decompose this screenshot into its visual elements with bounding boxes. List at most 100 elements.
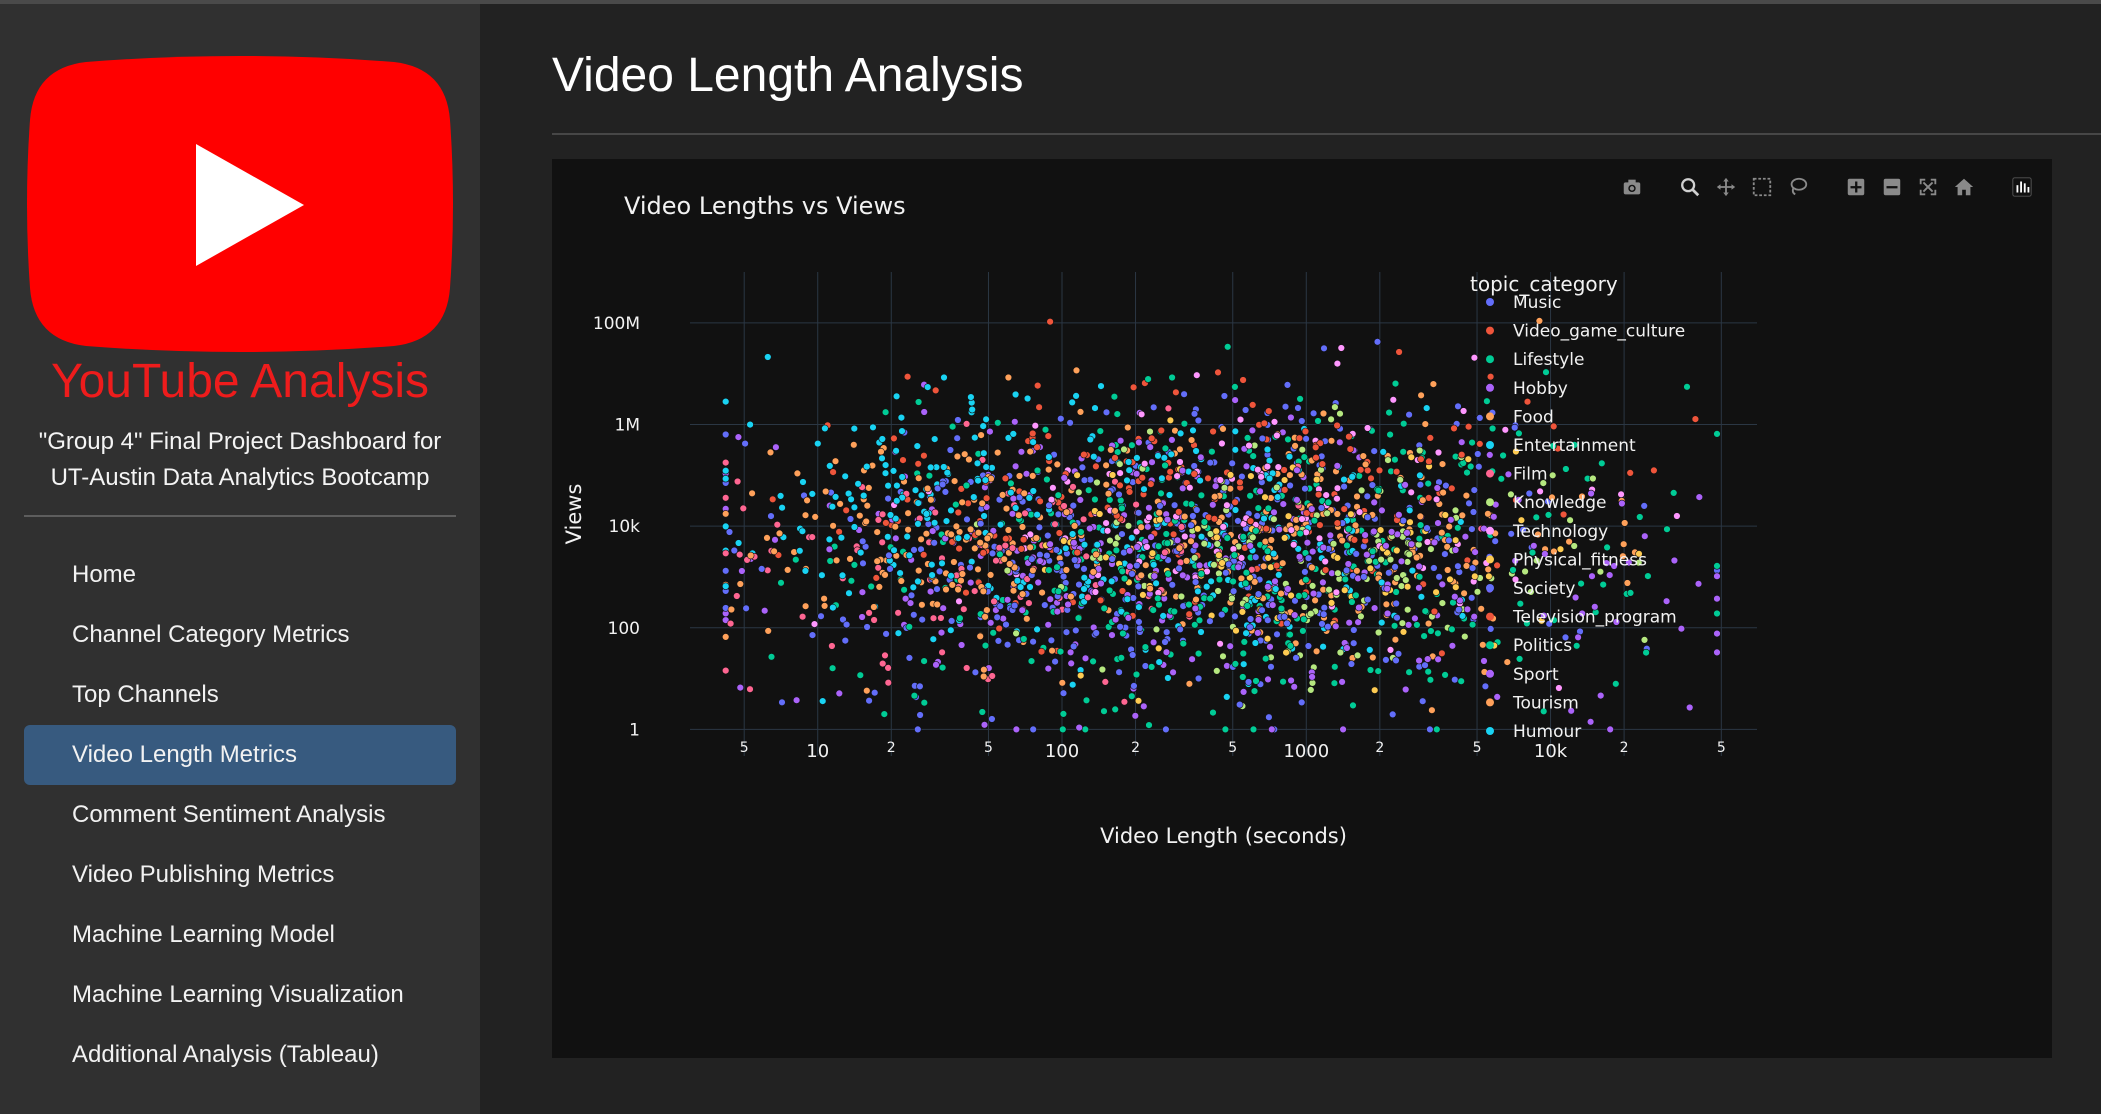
data-point[interactable]	[1192, 447, 1200, 455]
data-point[interactable]	[1032, 534, 1041, 542]
data-point[interactable]	[1141, 643, 1150, 651]
data-point[interactable]	[1100, 707, 1108, 715]
data-point[interactable]	[1118, 587, 1127, 595]
nav-item-comment-sentiment-analysis[interactable]: Comment Sentiment Analysis	[72, 801, 386, 828]
data-point[interactable]	[1405, 506, 1414, 514]
data-point[interactable]	[1589, 474, 1597, 483]
data-point[interactable]	[1197, 491, 1206, 499]
data-point[interactable]	[1389, 396, 1397, 404]
data-point[interactable]	[1163, 539, 1172, 547]
data-point[interactable]	[1713, 562, 1721, 570]
data-point[interactable]	[722, 458, 730, 467]
data-point[interactable]	[1333, 484, 1342, 492]
data-point[interactable]	[933, 585, 941, 593]
data-point[interactable]	[1124, 458, 1133, 466]
data-point[interactable]	[937, 628, 946, 637]
data-point[interactable]	[1231, 660, 1240, 668]
data-point[interactable]	[905, 551, 914, 560]
data-point[interactable]	[1111, 507, 1119, 515]
data-point[interactable]	[966, 525, 975, 534]
data-point[interactable]	[1415, 584, 1423, 592]
data-point[interactable]	[1257, 473, 1265, 481]
data-point[interactable]	[1527, 588, 1535, 596]
data-point[interactable]	[1128, 570, 1136, 578]
data-point[interactable]	[1137, 523, 1145, 531]
data-point[interactable]	[1438, 580, 1446, 589]
data-point[interactable]	[1507, 490, 1515, 499]
data-point[interactable]	[1402, 576, 1410, 584]
data-point[interactable]	[1111, 705, 1119, 714]
data-point[interactable]	[1421, 420, 1429, 428]
data-point[interactable]	[770, 547, 778, 555]
data-point[interactable]	[1206, 594, 1214, 603]
data-point[interactable]	[1138, 474, 1146, 482]
data-point[interactable]	[1023, 615, 1031, 623]
data-point[interactable]	[1166, 468, 1174, 476]
data-point[interactable]	[1020, 635, 1028, 643]
data-point[interactable]	[1231, 498, 1239, 506]
data-point[interactable]	[1077, 528, 1085, 536]
data-point[interactable]	[1231, 396, 1239, 404]
data-point[interactable]	[1303, 539, 1312, 547]
data-point[interactable]	[1366, 666, 1375, 674]
data-point[interactable]	[1359, 452, 1367, 460]
data-point[interactable]	[1243, 602, 1251, 610]
data-point[interactable]	[814, 439, 822, 448]
data-point[interactable]	[1080, 541, 1089, 549]
data-point[interactable]	[1396, 476, 1404, 484]
data-point[interactable]	[1226, 642, 1234, 650]
data-point[interactable]	[1463, 605, 1472, 613]
data-point[interactable]	[1111, 478, 1119, 486]
data-point[interactable]	[1268, 725, 1276, 734]
data-point[interactable]	[1504, 470, 1513, 478]
data-point[interactable]	[1125, 466, 1133, 474]
data-point[interactable]	[1194, 587, 1202, 595]
data-point[interactable]	[730, 546, 739, 555]
data-point[interactable]	[1448, 484, 1456, 493]
autoscale-icon[interactable]	[1914, 173, 1942, 201]
data-point[interactable]	[798, 613, 807, 621]
data-point[interactable]	[980, 449, 988, 457]
data-point[interactable]	[1605, 571, 1614, 579]
data-point[interactable]	[1413, 621, 1421, 629]
data-point[interactable]	[904, 526, 912, 534]
data-point[interactable]	[1266, 643, 1274, 651]
data-point[interactable]	[1033, 443, 1041, 451]
plotly-logo-icon[interactable]	[2008, 173, 2036, 201]
data-point[interactable]	[1246, 574, 1254, 582]
data-point[interactable]	[1236, 415, 1245, 424]
data-point[interactable]	[821, 424, 829, 433]
data-point[interactable]	[1017, 545, 1025, 553]
data-point[interactable]	[1097, 382, 1105, 390]
data-point[interactable]	[1403, 583, 1412, 591]
data-point[interactable]	[1286, 481, 1294, 490]
data-point[interactable]	[1549, 422, 1558, 431]
data-point[interactable]	[1341, 575, 1349, 583]
data-point[interactable]	[1175, 564, 1183, 573]
data-point[interactable]	[1451, 593, 1459, 601]
data-point[interactable]	[1239, 533, 1247, 541]
data-point[interactable]	[1510, 423, 1519, 432]
data-point[interactable]	[1006, 560, 1014, 568]
data-point[interactable]	[1197, 570, 1205, 578]
data-point[interactable]	[1694, 580, 1703, 588]
data-point[interactable]	[892, 534, 900, 542]
data-point[interactable]	[854, 480, 862, 488]
data-point[interactable]	[1391, 379, 1400, 388]
data-point[interactable]	[1422, 404, 1431, 412]
legend-item[interactable]: Sport	[1486, 665, 1559, 685]
data-point[interactable]	[1145, 513, 1153, 522]
data-point[interactable]	[847, 495, 855, 503]
data-point[interactable]	[1185, 610, 1193, 618]
data-point[interactable]	[950, 558, 958, 566]
data-point[interactable]	[1111, 615, 1120, 624]
data-point[interactable]	[927, 496, 935, 504]
data-point[interactable]	[1163, 515, 1172, 524]
data-point[interactable]	[1089, 568, 1097, 576]
data-point[interactable]	[930, 539, 938, 547]
data-point[interactable]	[727, 605, 736, 614]
data-point[interactable]	[1512, 447, 1520, 456]
data-point[interactable]	[1471, 548, 1479, 556]
data-point[interactable]	[1193, 506, 1201, 514]
data-point[interactable]	[1713, 648, 1721, 657]
